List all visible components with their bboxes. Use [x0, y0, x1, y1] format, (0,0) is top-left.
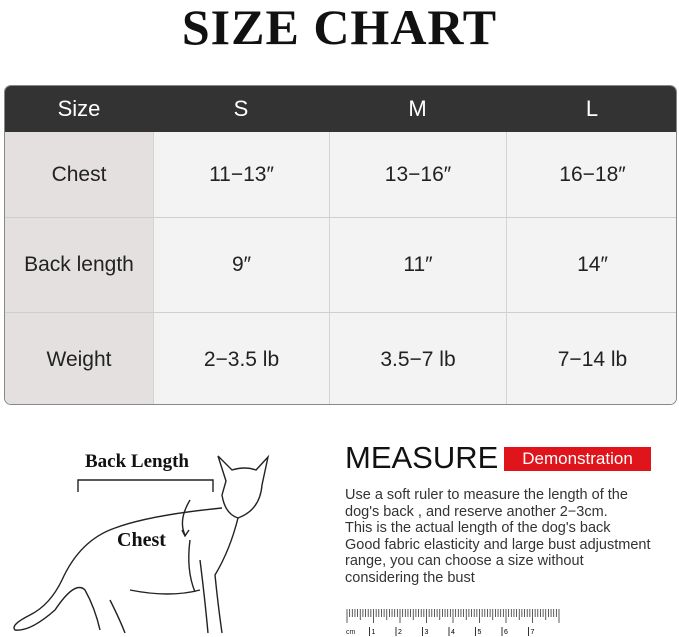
- ruler-number: 5: [478, 629, 482, 636]
- row-label-back-length: Back length: [5, 217, 153, 312]
- back-length-l: 14″: [506, 217, 676, 312]
- chest-m: 13−16″: [329, 132, 506, 217]
- cat-outline-icon: [13, 454, 270, 634]
- ruler-number: 4: [451, 629, 455, 636]
- ruler-number: 6: [504, 629, 508, 636]
- back-length-s: 9″: [153, 217, 329, 312]
- ruler-unit: cm: [346, 629, 356, 636]
- measure-heading: MEASURE: [345, 440, 499, 475]
- weight-m: 3.5−7 lb: [329, 312, 506, 404]
- ruler-number: 1: [372, 629, 376, 636]
- chest-l: 16−18″: [506, 132, 676, 217]
- instruction-line: considering the bust: [345, 569, 475, 586]
- weight-l: 7−14 lb: [506, 312, 676, 404]
- table-header: [5, 86, 676, 132]
- instruction-line: dog's back , and reserve another 2−3cm.: [345, 503, 608, 520]
- chest-label: Chest: [117, 529, 166, 551]
- ruler-number: 7: [531, 629, 535, 636]
- instruction-line: range, you can choose a size without: [345, 553, 584, 569]
- back-length-m: 11″: [329, 217, 506, 312]
- instruction-line: Good fabric elasticity and large bust ad…: [345, 536, 651, 553]
- instruction-line: This is the actual length of the dog's b…: [345, 520, 611, 536]
- row-label-chest: Chest: [5, 132, 153, 217]
- header-size: Size: [57, 96, 101, 121]
- instruction-line: Use a soft ruler to measure the length o…: [345, 487, 628, 503]
- header-m: M: [408, 96, 427, 121]
- page-title: SIZE CHART: [181, 0, 498, 55]
- ruler-number: 3: [425, 629, 429, 636]
- measure-instructions: Use a soft ruler to measure the length o…: [345, 487, 675, 586]
- ruler-icon: cm 1 2 3 4 5 6 7: [346, 609, 560, 636]
- ruler-number: 2: [398, 629, 402, 636]
- weight-s: 2−3.5 lb: [153, 312, 329, 404]
- row-label-weight: Weight: [5, 312, 153, 404]
- size-table: Size S M L Chest 11−13″ 13−16″ 16−18″ Ba…: [4, 85, 677, 405]
- back-length-label: Back Length: [85, 451, 189, 472]
- chest-s: 11−13″: [153, 132, 329, 217]
- header-l: L: [585, 96, 599, 121]
- header-s: S: [233, 96, 249, 121]
- cat-measure-illustration: Back Length Chest: [13, 451, 270, 634]
- demonstration-badge: Demonstration: [504, 447, 651, 471]
